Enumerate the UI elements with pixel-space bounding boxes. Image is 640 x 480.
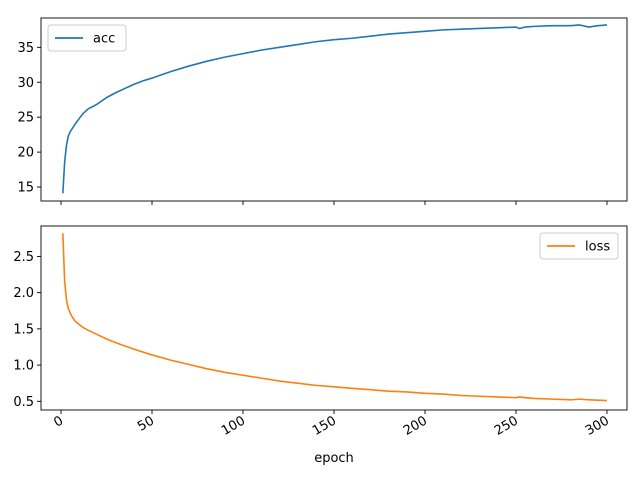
x-axis-label: epoch [314, 451, 354, 466]
legend: loss [539, 232, 619, 260]
y-tick-label: 35 [17, 41, 34, 56]
x-tick-label: 200 [401, 413, 430, 438]
chart-0: 15 20 25 30 35 acc [17, 17, 628, 205]
x-tick-label: 100 [219, 413, 248, 438]
plot-frame [40, 17, 628, 202]
chart-1: 0.5 1.0 1.5 2.0 2.5 0 50 100 150 200 250 300 epoch lo… [13, 225, 628, 466]
x-tick-label: 0 [51, 413, 66, 430]
x-tick-label: 250 [492, 413, 521, 438]
legend-label: loss [585, 240, 610, 255]
y-tick-label: 1.0 [13, 359, 34, 374]
y-tick-label: 2.5 [13, 250, 34, 265]
legend-label: acc [93, 32, 115, 47]
x-tick-label: 50 [135, 413, 157, 434]
x-tick-label: 300 [583, 413, 612, 438]
y-tick-label: 15 [17, 181, 34, 196]
plot-frame [40, 225, 628, 411]
legend-box [47, 24, 127, 52]
y-tick-label: 1.5 [13, 322, 34, 337]
series-line-loss [62, 233, 608, 402]
series-line-acc [62, 24, 608, 194]
y-tick-label: 2.0 [13, 286, 34, 301]
y-tick-label: 20 [17, 146, 34, 161]
x-tick-label: 150 [310, 413, 339, 438]
y-tick-label: 30 [17, 76, 34, 91]
legend-box [539, 232, 619, 260]
legend: acc [47, 24, 127, 52]
y-tick-label: 0.5 [13, 395, 34, 410]
y-tick-label: 25 [17, 111, 34, 126]
